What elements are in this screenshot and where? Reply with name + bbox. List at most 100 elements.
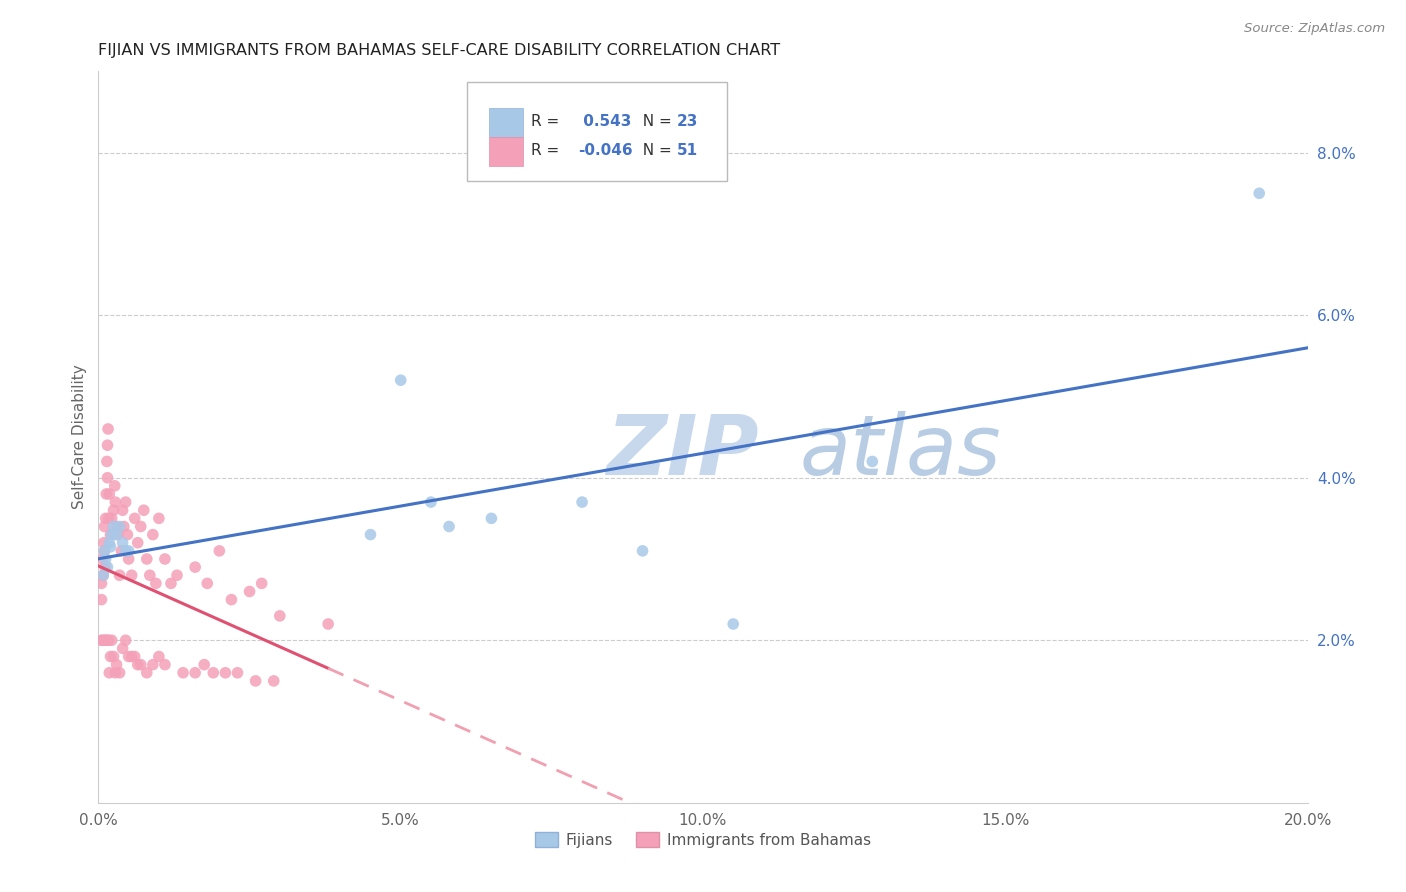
Point [245, 673, 267, 688]
Point [93, 633, 115, 648]
Point [437, 519, 460, 533]
Point [129, 519, 152, 533]
Point [148, 649, 170, 664]
Point [94, 633, 117, 648]
Text: FIJIAN VS IMMIGRANTS FROM BAHAMAS SELF-CARE DISABILITY CORRELATION CHART: FIJIAN VS IMMIGRANTS FROM BAHAMAS SELF-C… [98, 43, 780, 58]
Point [118, 544, 141, 558]
Point [142, 527, 165, 541]
Point [96, 560, 118, 574]
Point [100, 649, 122, 664]
Point [121, 649, 143, 664]
Point [263, 673, 285, 688]
Point [96, 454, 118, 468]
Point [93, 519, 115, 533]
FancyBboxPatch shape [467, 82, 727, 181]
Point [389, 373, 412, 387]
Point [94, 511, 117, 525]
Legend: Fijians, Immigrants from Bahamas: Fijians, Immigrants from Bahamas [529, 825, 877, 854]
Point [108, 568, 131, 582]
Point [121, 568, 143, 582]
Text: N =: N = [633, 113, 676, 128]
Point [107, 527, 129, 541]
Point [98, 535, 121, 549]
Point [98, 487, 121, 501]
Point [108, 519, 131, 533]
Point [226, 665, 249, 680]
Text: 51: 51 [676, 143, 697, 158]
Text: 23: 23 [676, 113, 697, 128]
Point [103, 649, 125, 664]
Point [269, 608, 291, 623]
Point [97, 633, 120, 648]
Point [90, 592, 112, 607]
Point [132, 503, 155, 517]
Point [117, 527, 139, 541]
Point [100, 633, 122, 648]
Point [124, 649, 146, 664]
Text: R =: R = [531, 143, 564, 158]
Point [96, 633, 118, 648]
Text: N =: N = [633, 143, 676, 158]
Point [91, 633, 114, 648]
FancyBboxPatch shape [489, 108, 523, 137]
Point [481, 511, 503, 525]
Text: R =: R = [531, 113, 564, 128]
Point [112, 519, 135, 533]
Point [214, 665, 236, 680]
Point [118, 552, 141, 566]
Point [1249, 186, 1271, 201]
Point [105, 657, 128, 672]
Point [316, 617, 339, 632]
Point [105, 519, 128, 533]
Point [104, 495, 127, 509]
Point [93, 535, 115, 549]
Point [96, 487, 118, 501]
Point [96, 471, 118, 485]
Point [94, 552, 117, 566]
Point [129, 657, 152, 672]
Point [94, 560, 117, 574]
Point [208, 544, 231, 558]
Point [221, 592, 243, 607]
Point [420, 495, 443, 509]
Point [135, 552, 157, 566]
Point [91, 568, 114, 582]
Point [571, 495, 593, 509]
FancyBboxPatch shape [489, 137, 523, 167]
Text: 0.543: 0.543 [578, 113, 631, 128]
Point [184, 665, 207, 680]
Point [723, 617, 745, 632]
Point [135, 665, 157, 680]
Point [166, 568, 188, 582]
Point [97, 422, 120, 436]
Point [100, 527, 122, 541]
Point [114, 495, 136, 509]
Y-axis label: Self-Care Disability: Self-Care Disability [72, 365, 87, 509]
Point [127, 535, 149, 549]
Point [184, 560, 207, 574]
Point [124, 511, 146, 525]
Point [111, 641, 134, 656]
Text: Source: ZipAtlas.com: Source: ZipAtlas.com [1244, 22, 1385, 36]
Point [93, 544, 115, 558]
Point [91, 552, 114, 566]
Text: -0.046: -0.046 [578, 143, 633, 158]
Point [193, 657, 215, 672]
Point [111, 503, 134, 517]
Point [93, 544, 115, 558]
Point [118, 649, 141, 664]
Text: ZIP: ZIP [606, 411, 759, 492]
Point [90, 576, 112, 591]
Point [104, 479, 127, 493]
Point [114, 544, 136, 558]
Point [108, 665, 131, 680]
Point [239, 584, 262, 599]
Point [250, 576, 273, 591]
Point [145, 576, 167, 591]
Point [110, 544, 132, 558]
Point [104, 665, 127, 680]
Point [172, 665, 194, 680]
Text: atlas: atlas [800, 411, 1001, 492]
Point [103, 519, 125, 533]
Point [142, 657, 165, 672]
